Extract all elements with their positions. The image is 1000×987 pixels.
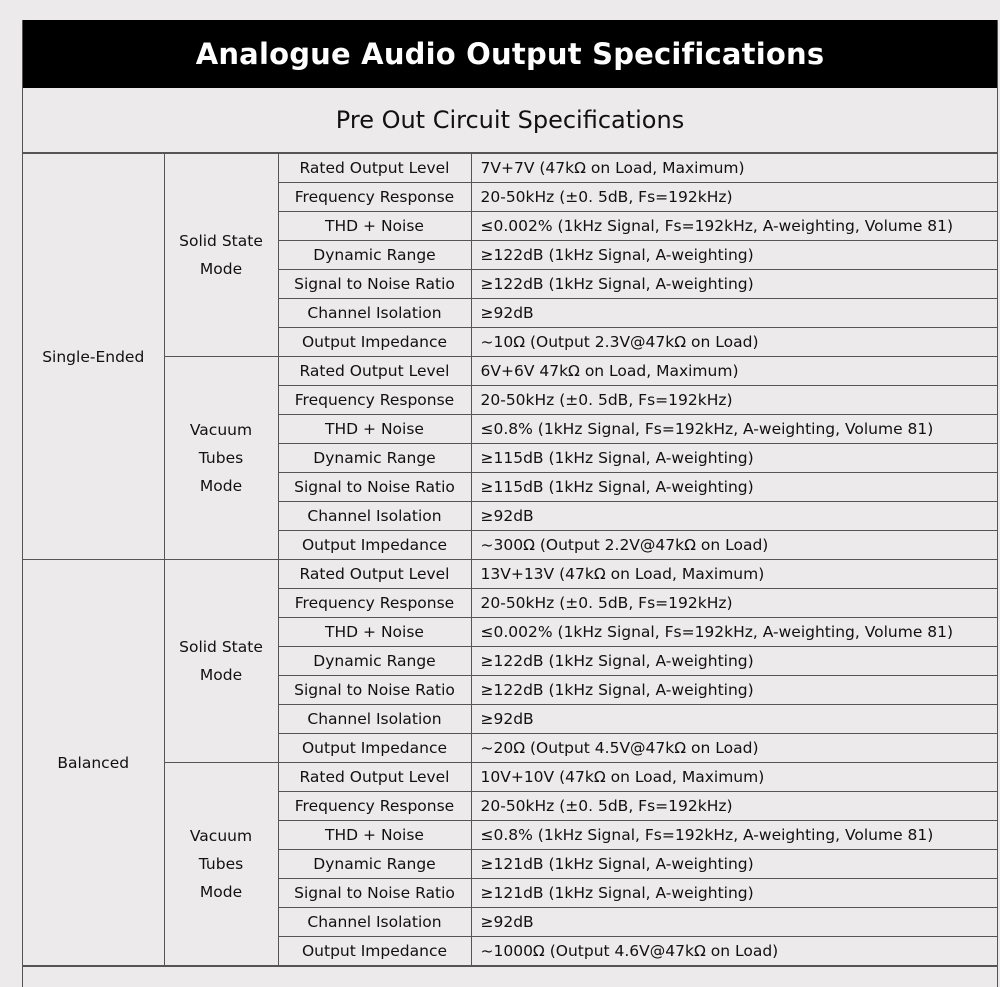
parameter-cell: Rated Output Level [277, 356, 472, 386]
output-type-cell: Single-Ended [23, 153, 165, 560]
output-type-cell: Balanced [23, 559, 165, 966]
value-cell: 20-50kHz (±0. 5dB, Fs=192kHz) [470, 385, 997, 415]
table-row: Balanced Solid State Mode Rated Output Lev… [23, 559, 997, 966]
value-cell: 10V+10V (47kΩ on Load, Maximum) [470, 762, 997, 792]
parameter-cell: Dynamic Range [278, 443, 472, 473]
parameter-cell: Dynamic Range [278, 240, 472, 270]
value-cell: ~20Ω (Output 4.5V@47kΩ on Load) [470, 733, 997, 763]
value-cell: ≤0.002% (1kHz Signal, Fs=192kHz, A-weigh… [470, 211, 997, 241]
value-cell: ≥92dB [470, 907, 997, 937]
section-subtitle: Pre Out Circuit Specifications [23, 88, 997, 153]
value-cell: ≥122dB (1kHz Signal, A-weighting) [470, 269, 997, 299]
value-cell: ≥122dB (1kHz Signal, A-weighting) [470, 240, 997, 270]
mode-cell: Vacuum Tubes Mode [164, 356, 279, 560]
table-row: Signal to Noise Ratio ≥121dB (1kHz Signal… [23, 878, 997, 908]
parameter-cell: Output Impedance [278, 327, 472, 357]
table-row: Output Impedance ~10Ω (Output 2.3V@47kΩ o… [23, 327, 997, 357]
parameter-cell: Output Impedance [278, 733, 472, 763]
parameter-cell: Signal to Noise Ratio [278, 472, 472, 502]
parameter-cell: Channel Isolation [278, 704, 472, 734]
value-cell: ≥92dB [470, 704, 997, 734]
mode-cell: Solid State Mode [163, 153, 279, 357]
mode-cell: Vacuum Tubes Mode [164, 762, 279, 966]
parameter-cell: THD + Noise [278, 211, 472, 241]
value-cell: ≥122dB (1kHz Signal, A-weighting) [470, 675, 997, 705]
table-footer-row [23, 966, 997, 987]
value-cell: 7V+7V (47kΩ on Load, Maximum) [470, 153, 997, 183]
table-row: THD + Noise ≤0.8% (1kHz Signal, Fs=192kHz… [23, 414, 997, 444]
parameter-cell: Frequency Response [278, 791, 472, 821]
value-cell: 13V+13V (47kΩ on Load, Maximum) [470, 559, 997, 589]
parameter-cell: THD + Noise [278, 617, 472, 647]
value-cell: 20-50kHz (±0. 5dB, Fs=192kHz) [470, 588, 997, 618]
value-cell: ~10Ω (Output 2.3V@47kΩ on Load) [470, 327, 997, 357]
value-cell: 20-50kHz (±0. 5dB, Fs=192kHz) [470, 182, 997, 212]
parameter-cell: Rated Output Level [277, 762, 472, 792]
value-cell: ≥92dB [470, 298, 997, 328]
parameter-cell: Rated Output Level [277, 153, 472, 183]
table-row: Channel Isolation ≥92dB [23, 907, 997, 937]
table-row: Output Impedance ~300Ω (Output 2.2V@47kΩ … [23, 530, 997, 560]
parameter-cell: THD + Noise [278, 414, 472, 444]
parameter-cell: Output Impedance [278, 936, 472, 966]
parameter-cell: Frequency Response [278, 385, 472, 415]
parameter-cell: Signal to Noise Ratio [278, 878, 472, 908]
table-row: Vacuum Tubes Mode Rated Output Level 10V+1… [23, 762, 997, 966]
value-cell: ≥121dB (1kHz Signal, A-weighting) [470, 878, 997, 908]
parameter-cell: Frequency Response [278, 588, 472, 618]
parameter-cell: Signal to Noise Ratio [278, 675, 472, 705]
value-cell: 20-50kHz (±0. 5dB, Fs=192kHz) [470, 791, 997, 821]
table-row: Single-Ended Solid State Mode Rated Output… [23, 153, 997, 560]
table-row: Dynamic Range ≥121dB (1kHz Signal, A-weig… [23, 849, 997, 879]
table-row: THD + Noise ≤0.8% (1kHz Signal, Fs=192kHz… [23, 820, 997, 850]
mode-cell: Solid State Mode [163, 559, 279, 763]
table-row: Frequency Response 20-50kHz (±0. 5dB, Fs=… [23, 385, 997, 415]
spec-table: Single-Ended Solid State Mode Rated Output… [23, 153, 997, 966]
value-cell: ≥122dB (1kHz Signal, A-weighting) [470, 646, 997, 676]
value-cell: ≥121dB (1kHz Signal, A-weighting) [470, 849, 997, 879]
parameter-cell: Rated Output Level [277, 559, 472, 589]
parameter-cell: Channel Isolation [278, 501, 472, 531]
parameter-cell: Dynamic Range [278, 849, 472, 879]
spec-sheet: Analogue Audio Output Specifications Pre… [22, 20, 998, 987]
table-row: Output Impedance ~20Ω (Output 4.5V@47kΩ o… [23, 733, 997, 763]
parameter-cell: THD + Noise [278, 820, 472, 850]
table-row: Frequency Response 20-50kHz (±0. 5dB, Fs=… [23, 182, 997, 212]
value-cell: ≤0.8% (1kHz Signal, Fs=192kHz, A-weighti… [470, 414, 997, 444]
value-cell: 6V+6V 47kΩ on Load, Maximum) [470, 356, 997, 386]
value-cell: ≥92dB [470, 501, 997, 531]
table-row: Output Impedance ~1000Ω (Output 4.6V@47kΩ… [23, 936, 997, 966]
table-row: Channel Isolation ≥92dB [23, 298, 997, 328]
parameter-cell: Channel Isolation [278, 298, 472, 328]
table-row: Signal to Noise Ratio ≥122dB (1kHz Signal… [23, 269, 997, 299]
value-cell: ≤0.8% (1kHz Signal, Fs=192kHz, A-weighti… [470, 820, 997, 850]
value-cell: ~300Ω (Output 2.2V@47kΩ on Load) [470, 530, 997, 560]
table-row: THD + Noise ≤0.002% (1kHz Signal, Fs=192k… [23, 617, 997, 647]
value-cell: ≤0.002% (1kHz Signal, Fs=192kHz, A-weigh… [470, 617, 997, 647]
parameter-cell: Channel Isolation [278, 907, 472, 937]
table-row: Dynamic Range ≥115dB (1kHz Signal, A-weig… [23, 443, 997, 473]
parameter-cell: Output Impedance [278, 530, 472, 560]
value-cell: ≥115dB (1kHz Signal, A-weighting) [470, 472, 997, 502]
page-title: Analogue Audio Output Specifications [23, 20, 997, 88]
value-cell: ≥115dB (1kHz Signal, A-weighting) [470, 443, 997, 473]
parameter-cell: Signal to Noise Ratio [278, 269, 472, 299]
table-row: Vacuum Tubes Mode Rated Output Level 6V+6V… [23, 356, 997, 560]
parameter-cell: Dynamic Range [278, 646, 472, 676]
value-cell: ~1000Ω (Output 4.6V@47kΩ on Load) [470, 936, 997, 966]
parameter-cell: Frequency Response [278, 182, 472, 212]
table-row: Dynamic Range ≥122dB (1kHz Signal, A-weig… [23, 646, 997, 676]
